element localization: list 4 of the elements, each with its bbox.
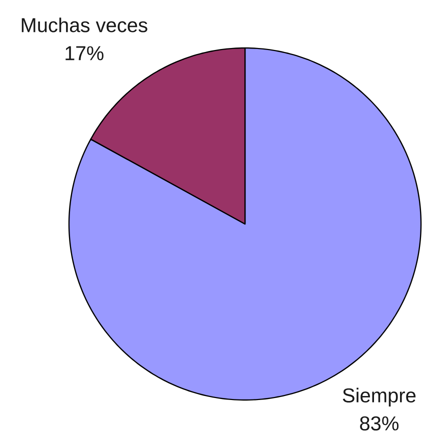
slice-label: Muchas veces — [22, 18, 148, 32]
slice-label: Siempre — [342, 388, 416, 406]
data-label: 83% — [360, 416, 399, 431]
data-label: 17% — [66, 46, 104, 60]
